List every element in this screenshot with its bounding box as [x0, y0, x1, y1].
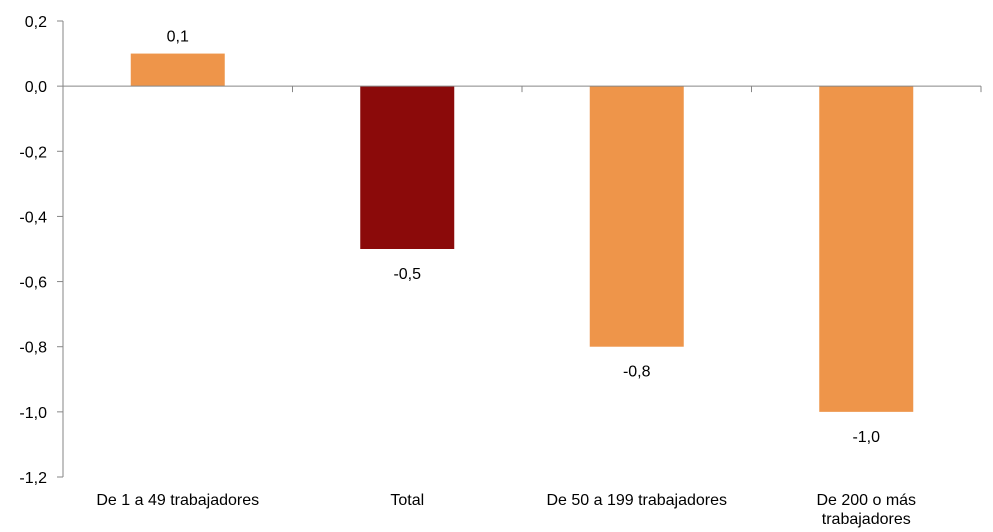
y-tick-label: 0,2: [25, 14, 47, 31]
y-tick-label: -1,2: [19, 470, 47, 487]
bar: [130, 53, 225, 87]
category-label-line: Total: [390, 492, 424, 509]
y-tick-label: -0,6: [19, 275, 47, 292]
category-label: De 1 a 49 trabajadores: [96, 492, 259, 509]
y-tick-label: 0,0: [25, 79, 47, 96]
x-axis: [62, 85, 982, 93]
bar: [360, 86, 455, 250]
y-tick-label: -0,4: [19, 209, 47, 226]
bar: [819, 86, 914, 412]
category-label-line: De 1 a 49 trabajadores: [96, 492, 259, 509]
data-label: -0,8: [623, 364, 651, 381]
data-label: -0,5: [393, 266, 421, 283]
y-axis: 0,2 0,0 -0,2 -0,4 -0,6 -0,8 -1,0 -1,2: [19, 14, 64, 487]
y-tick-label: -0,2: [19, 144, 47, 161]
y-tick-label: -0,8: [19, 340, 47, 357]
data-label: 0,1: [167, 29, 189, 46]
category-labels: De 1 a 49 trabajadores Total De 50 a 199 t…: [96, 492, 916, 528]
data-label: -1,0: [852, 429, 880, 446]
category-label-line: trabajadores: [822, 511, 911, 528]
category-label-line: De 200 o más: [816, 492, 916, 509]
bar: [589, 86, 684, 347]
category-label-line: De 50 a 199 trabajadores: [546, 492, 727, 509]
category-label: De 200 o más trabajadores: [816, 492, 916, 528]
y-tick-label: -1,0: [19, 405, 47, 422]
category-label: De 50 a 199 trabajadores: [546, 492, 727, 509]
bars: [130, 53, 914, 412]
category-label: Total: [390, 492, 424, 509]
data-labels: 0,1 -0,5 -0,8 -1,0: [167, 29, 881, 446]
